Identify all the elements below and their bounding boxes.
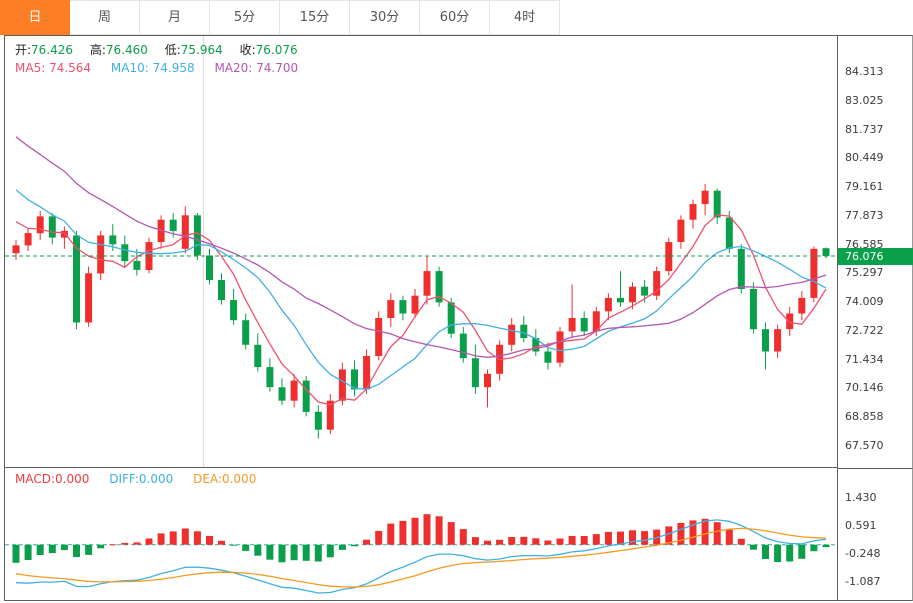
ma20-field: MA20: 74.700 xyxy=(214,61,298,75)
diff-label: DIFF: xyxy=(109,472,139,486)
price-axis-label: 77.873 xyxy=(845,208,884,222)
main-chart-panel: 开:76.426 高:76.460 低:75.964 收:76.076 MA5:… xyxy=(4,35,838,468)
dea-field: DEA:0.000 xyxy=(193,472,256,486)
tab-month[interactable]: 月 xyxy=(140,0,210,35)
tab-day[interactable]: 日 xyxy=(0,0,70,35)
tab-30min[interactable]: 30分 xyxy=(350,0,420,35)
price-axis-label: 67.570 xyxy=(845,439,884,452)
ma5-label: MA5: xyxy=(15,61,46,75)
price-axis-label: 79.161 xyxy=(845,180,884,194)
macd-value: 0.000 xyxy=(55,472,90,486)
macd-chart[interactable] xyxy=(5,468,837,599)
price-axis-label: 75.297 xyxy=(845,266,884,280)
price-axis-label: 76.585 xyxy=(845,237,884,251)
macd-header: MACD:0.000 DIFF:0.000 DEA:0.000 xyxy=(15,472,272,486)
ma5-value: 74.564 xyxy=(49,61,92,75)
ma5-field: MA5: 74.564 xyxy=(15,61,91,75)
price-axis-label: 72.722 xyxy=(845,323,884,337)
low-label: 低: xyxy=(164,43,181,57)
open-field: 开:76.426 xyxy=(15,43,73,57)
price-axis-label: 83.025 xyxy=(845,93,884,107)
macd-label: MACD: xyxy=(15,472,56,486)
diff-value: 0.000 xyxy=(138,472,174,486)
ma-header: MA5: 74.564 MA10: 74.958 MA20: 74.700 xyxy=(15,61,314,75)
dea-value: 0.000 xyxy=(221,472,257,486)
open-label: 开: xyxy=(15,43,32,57)
tab-60min[interactable]: 60分 xyxy=(420,0,490,35)
ma20-label: MA20: xyxy=(214,61,253,75)
ma20-value: 74.700 xyxy=(256,61,299,75)
main-price-axis: 84.313 83.025 81.737 80.449 79.161 77.873 76.5… xyxy=(838,35,913,468)
current-price-tag: 76.076 xyxy=(838,247,913,265)
price-axis-label: 81.737 xyxy=(845,122,884,136)
macd-field: MACD:0.000 xyxy=(15,472,89,486)
high-label: 高: xyxy=(89,43,106,57)
macd-axis-label: 0.591 xyxy=(845,519,877,532)
tab-week[interactable]: 周 xyxy=(70,0,140,35)
high-value: 76.460 xyxy=(105,43,148,57)
timeframe-toolbar: 日 周 月 5分 15分 30分 60分 4时 xyxy=(0,0,560,35)
price-axis-label: 71.434 xyxy=(845,352,884,366)
price-axis-label: 80.449 xyxy=(845,151,884,165)
price-axis-label: 68.858 xyxy=(845,410,884,424)
low-value: 75.964 xyxy=(180,43,223,57)
macd-axis-label: -0.248 xyxy=(845,547,881,560)
ma10-field: MA10: 74.958 xyxy=(111,61,195,75)
open-value: 76.426 xyxy=(31,43,74,57)
high-field: 高:76.460 xyxy=(90,43,148,57)
price-axis-label: 84.313 xyxy=(845,65,884,78)
diff-field: DIFF:0.000 xyxy=(109,472,173,486)
macd-axis-label: -1.087 xyxy=(845,575,881,588)
close-value: 76.076 xyxy=(255,43,298,57)
tab-5min[interactable]: 5分 xyxy=(210,0,280,35)
tab-4hour[interactable]: 4时 xyxy=(490,0,560,35)
close-field: 收:76.076 xyxy=(240,43,298,57)
macd-axis-label: 1.430 xyxy=(845,491,877,504)
candlestick-chart[interactable] xyxy=(5,36,837,467)
close-label: 收: xyxy=(239,43,256,57)
ohlc-header: 开:76.426 高:76.460 低:75.964 收:76.076 xyxy=(15,41,311,58)
macd-panel: MACD:0.000 DIFF:0.000 DEA:0.000 xyxy=(4,468,838,601)
tab-15min[interactable]: 15分 xyxy=(280,0,350,35)
low-field: 低:75.964 xyxy=(165,43,223,57)
price-axis-label: 74.009 xyxy=(845,295,884,309)
ma10-value: 74.958 xyxy=(152,61,195,75)
dea-label: DEA: xyxy=(193,472,222,486)
price-axis-label: 70.146 xyxy=(845,381,884,395)
ma10-label: MA10: xyxy=(110,61,149,75)
macd-value-axis: 1.430 0.591 -0.248 -1.087 xyxy=(838,468,913,601)
